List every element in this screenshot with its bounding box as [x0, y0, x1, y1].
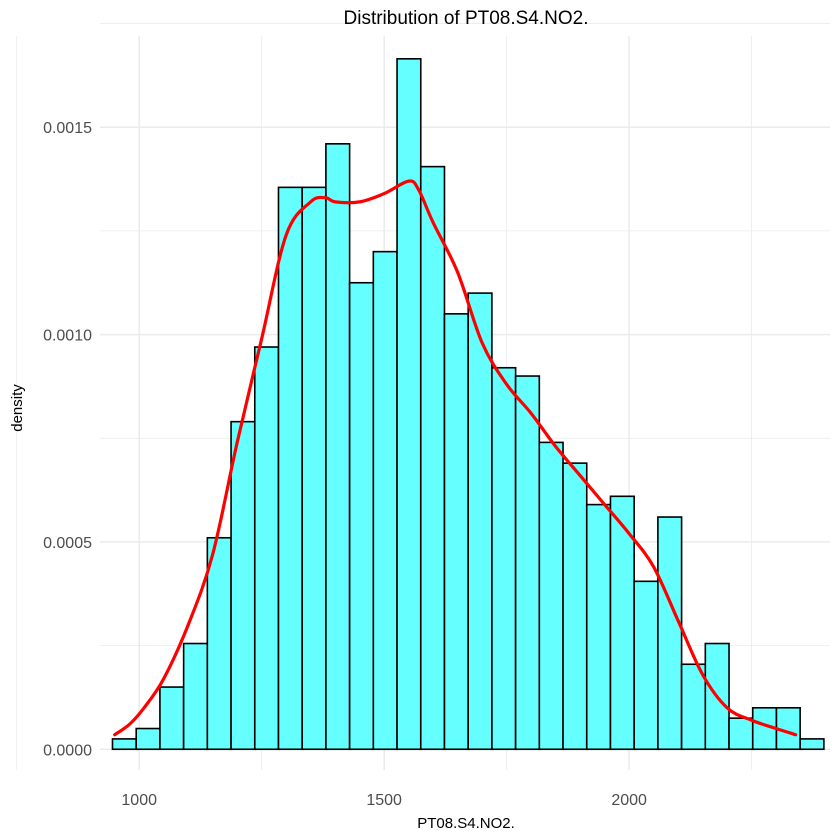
histogram-bars: [111, 58, 825, 751]
histogram-bar: [230, 420, 256, 751]
histogram-bar: [301, 186, 327, 751]
histogram-bar: [135, 727, 161, 751]
histogram-bar: [325, 143, 351, 751]
y-tick-label: 0.0005: [43, 535, 92, 552]
histogram-bar: [538, 441, 564, 751]
histogram-bar: [372, 250, 398, 751]
histogram-bar: [633, 580, 659, 751]
histogram-bar: [182, 642, 209, 751]
histogram-bar: [111, 738, 138, 751]
y-tick-label: 0.0015: [43, 120, 92, 137]
histogram-bar: [799, 738, 825, 751]
histogram-bar: [277, 186, 303, 751]
density-curve: [113, 179, 798, 737]
histogram-bar: [396, 58, 422, 751]
histogram-bar: [419, 165, 446, 751]
histogram-bar: [514, 375, 541, 751]
histogram-bar: [443, 313, 469, 751]
histogram-bar: [562, 462, 588, 751]
histogram-bar: [206, 536, 232, 751]
y-tick-label: 0.0010: [43, 328, 92, 345]
histogram-bar: [253, 346, 280, 751]
histogram-bar: [657, 516, 683, 751]
y-axis-title: density: [9, 384, 26, 432]
histogram-bar: [467, 292, 493, 751]
x-axis-tick-labels: 1000 1500 2000: [121, 792, 647, 809]
histogram-bar: [159, 686, 185, 751]
histogram-bar: [491, 366, 517, 751]
y-tick-label: 0.0000: [43, 742, 92, 759]
chart-title: Distribution of PT08.S4.NO2.: [344, 8, 589, 29]
histogram-bar: [728, 717, 754, 751]
x-axis-title: PT08.S4.NO2.: [417, 815, 515, 832]
histogram-bar: [585, 503, 612, 751]
y-axis-tick-labels: 0.0000 0.0005 0.0010 0.0015: [43, 120, 92, 759]
histogram-bar: [680, 663, 707, 751]
x-tick-label: 1500: [366, 792, 402, 809]
x-tick-label: 2000: [611, 792, 647, 809]
x-tick-label: 1000: [121, 792, 157, 809]
histogram-bar: [348, 281, 375, 751]
